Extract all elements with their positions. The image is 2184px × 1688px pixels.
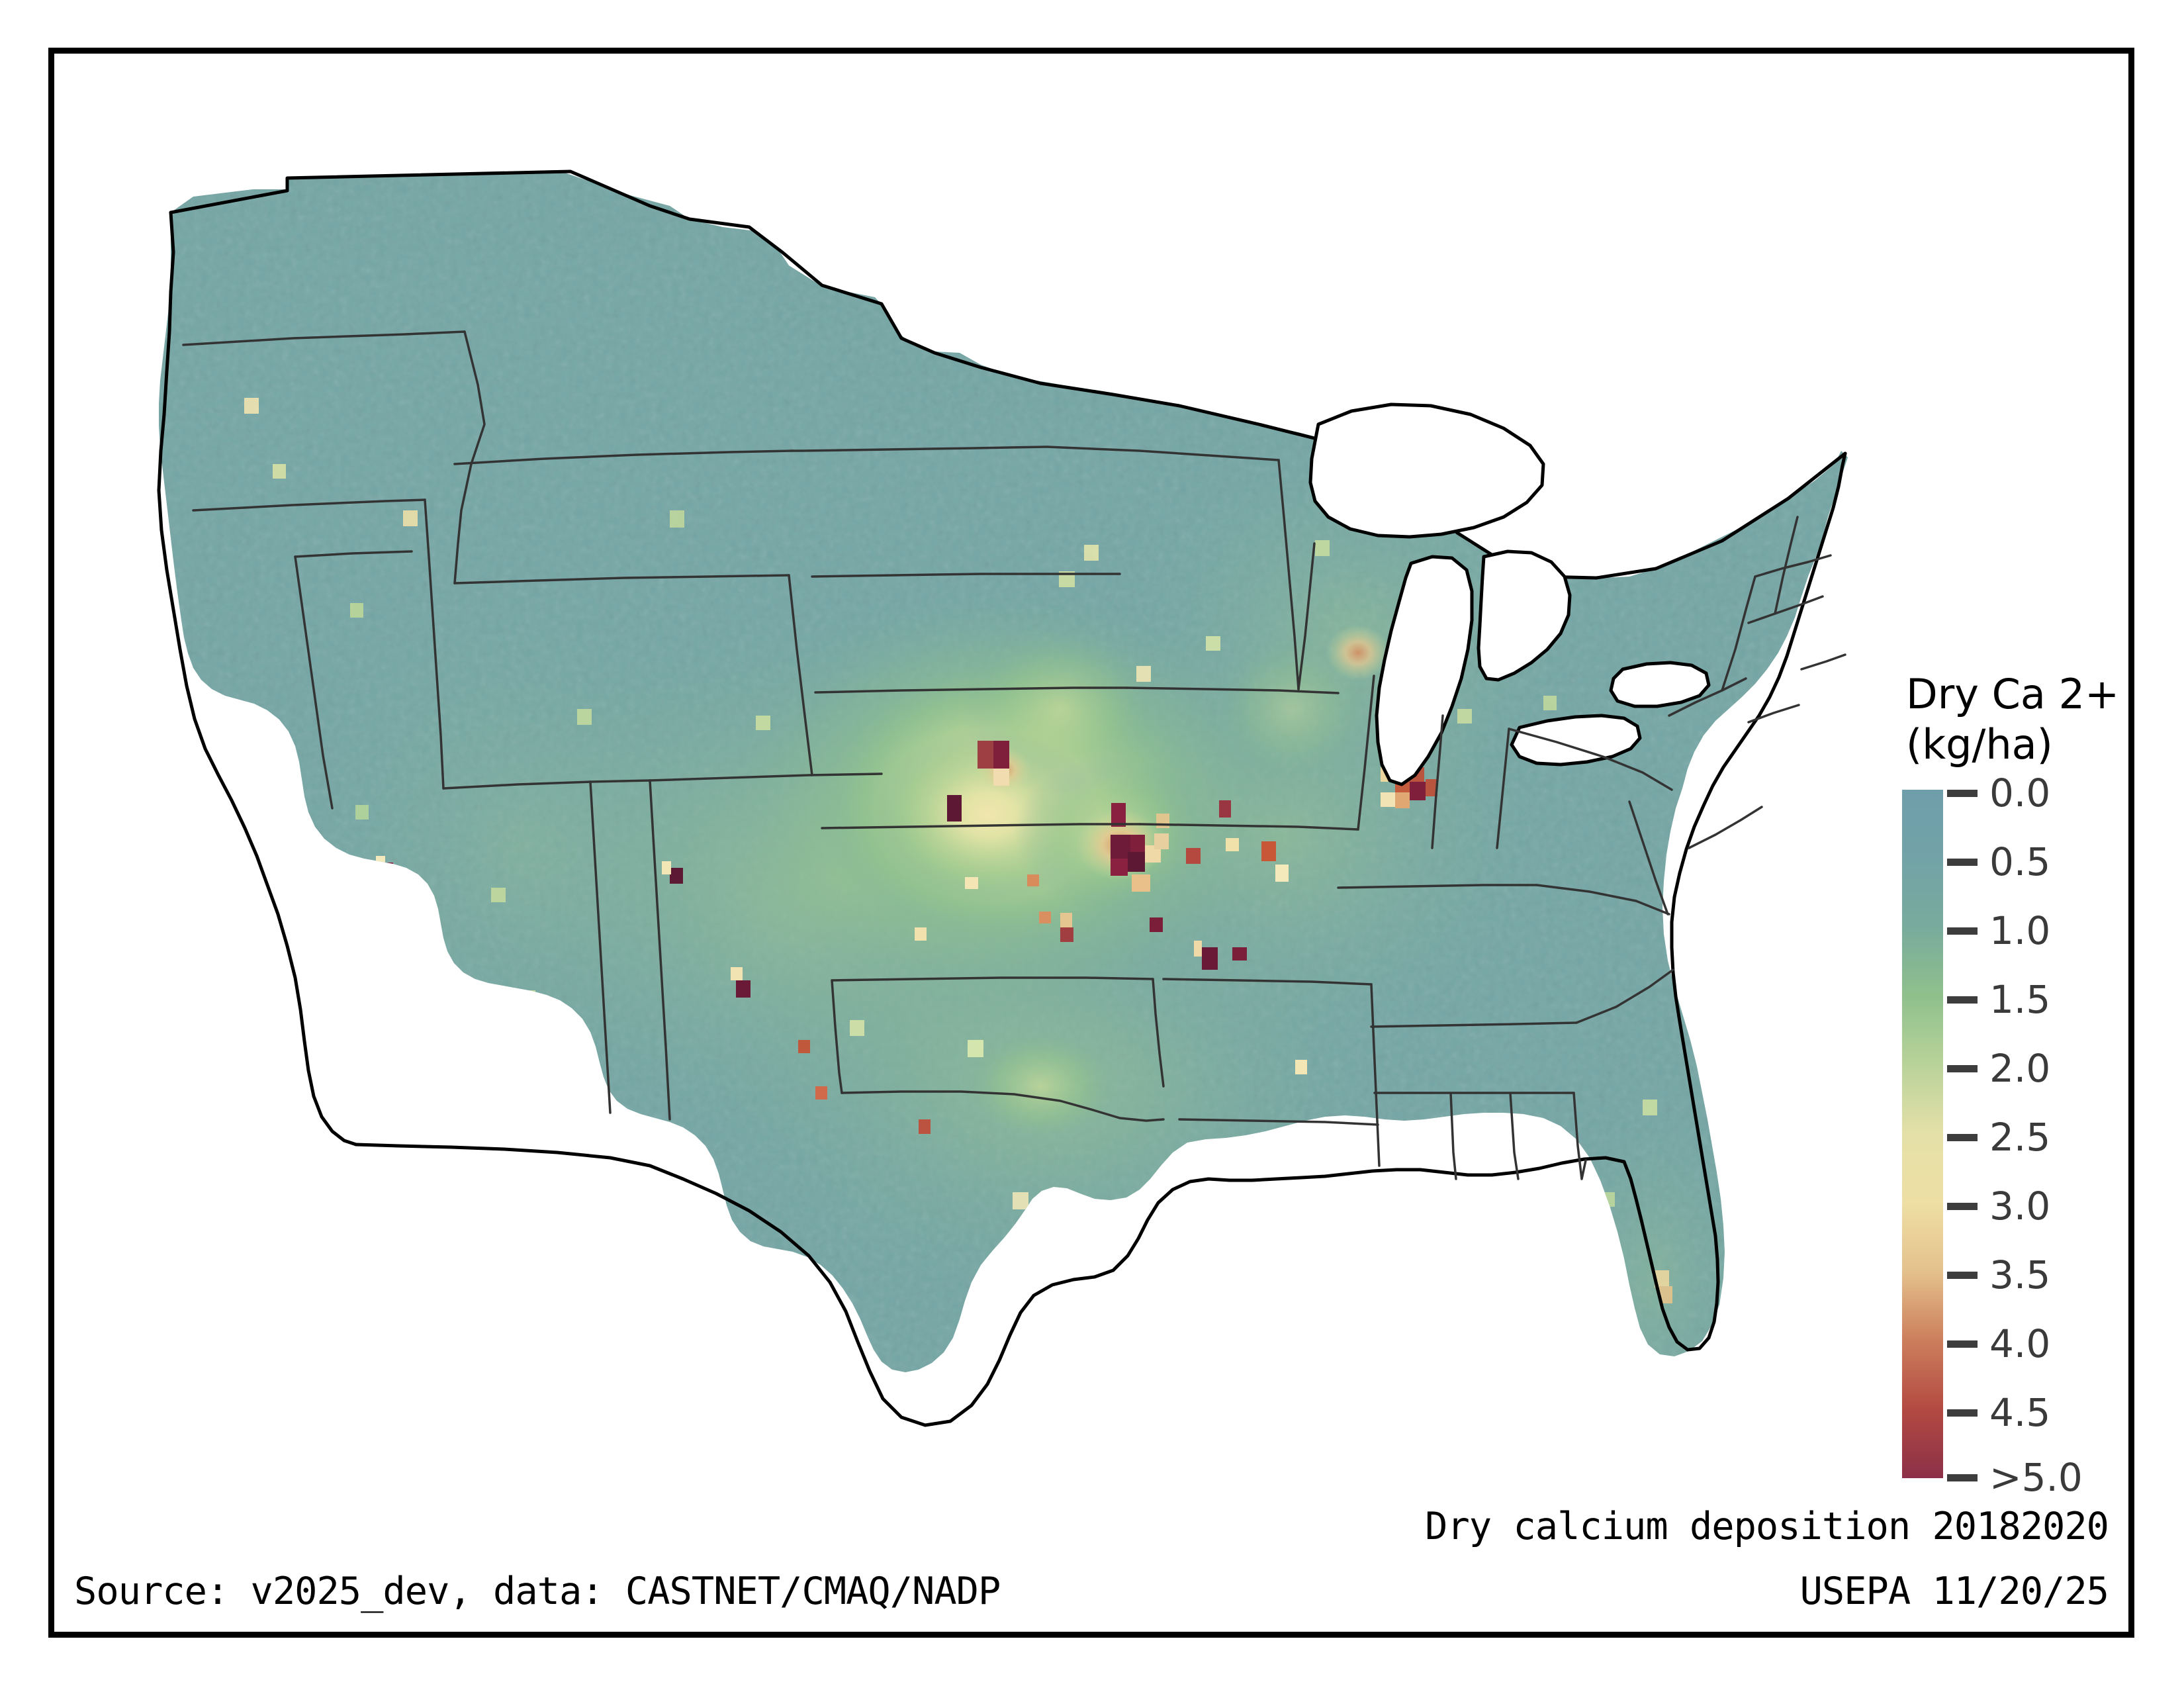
colorbar-label-3: 1.5 [1989,977,2051,1022]
colorbar-legend: Dry Ca 2+ (kg/ha) [1860,669,2151,1543]
colorbar-label-1: 0.5 [1989,839,2051,884]
colorbar-label-10: >5.0 [1989,1455,2083,1500]
map-title: Dry calcium deposition 20182020 [1425,1505,2109,1548]
colorbar-tick-4 [1947,1065,1978,1072]
colorbar-label-6: 3.0 [1989,1184,2051,1229]
figure-frame: Dry Ca 2+ (kg/ha) [48,48,2134,1638]
colorbar-label-8: 4.0 [1989,1321,2051,1366]
state-borders [182,330,1846,1180]
colorbar-label-5: 2.5 [1989,1115,2051,1160]
agency-stamp: USEPA 11/20/25 [1799,1570,2109,1613]
colorbar-tick-6 [1947,1203,1978,1210]
colorbar-gradient [1902,790,1943,1478]
colorbar-label-7: 3.5 [1989,1252,2051,1297]
map-panel [54,54,1907,1497]
deposition-map [54,54,1907,1497]
source-note: Source: v2025_dev, data: CASTNET/CMAQ/NA… [74,1570,1001,1613]
colorbar-label-9: 4.5 [1989,1390,2051,1435]
colorbar-tick-1 [1947,859,1978,866]
colorbar-tick-0 [1947,790,1978,797]
colorbar-tick-8 [1947,1340,1978,1348]
colorbar-tick-5 [1947,1134,1978,1141]
colorbar-wrap: 0.0 0.5 1.0 1.5 2.0 2.5 3.0 3.5 4.0 4.5 … [1902,771,2147,1500]
colorbar-tick-2 [1947,927,1978,935]
colorbar-title-line1: Dry Ca 2+ [1906,670,2120,718]
colorbar-tick-3 [1947,996,1978,1004]
colorbar-label-0: 0.0 [1989,771,2051,816]
colorbar-title-line2: (kg/ha) [1906,720,2053,769]
political-boundaries [157,169,1847,1427]
colorbar-label-2: 1.0 [1989,908,2051,953]
colorbar-tick-10 [1947,1474,1978,1481]
colorbar-label-4: 2.0 [1989,1046,2051,1091]
colorbar-title: Dry Ca 2+ (kg/ha) [1906,669,2158,770]
colorbar-tick-9 [1947,1409,1978,1417]
colorbar-tick-7 [1947,1272,1978,1279]
